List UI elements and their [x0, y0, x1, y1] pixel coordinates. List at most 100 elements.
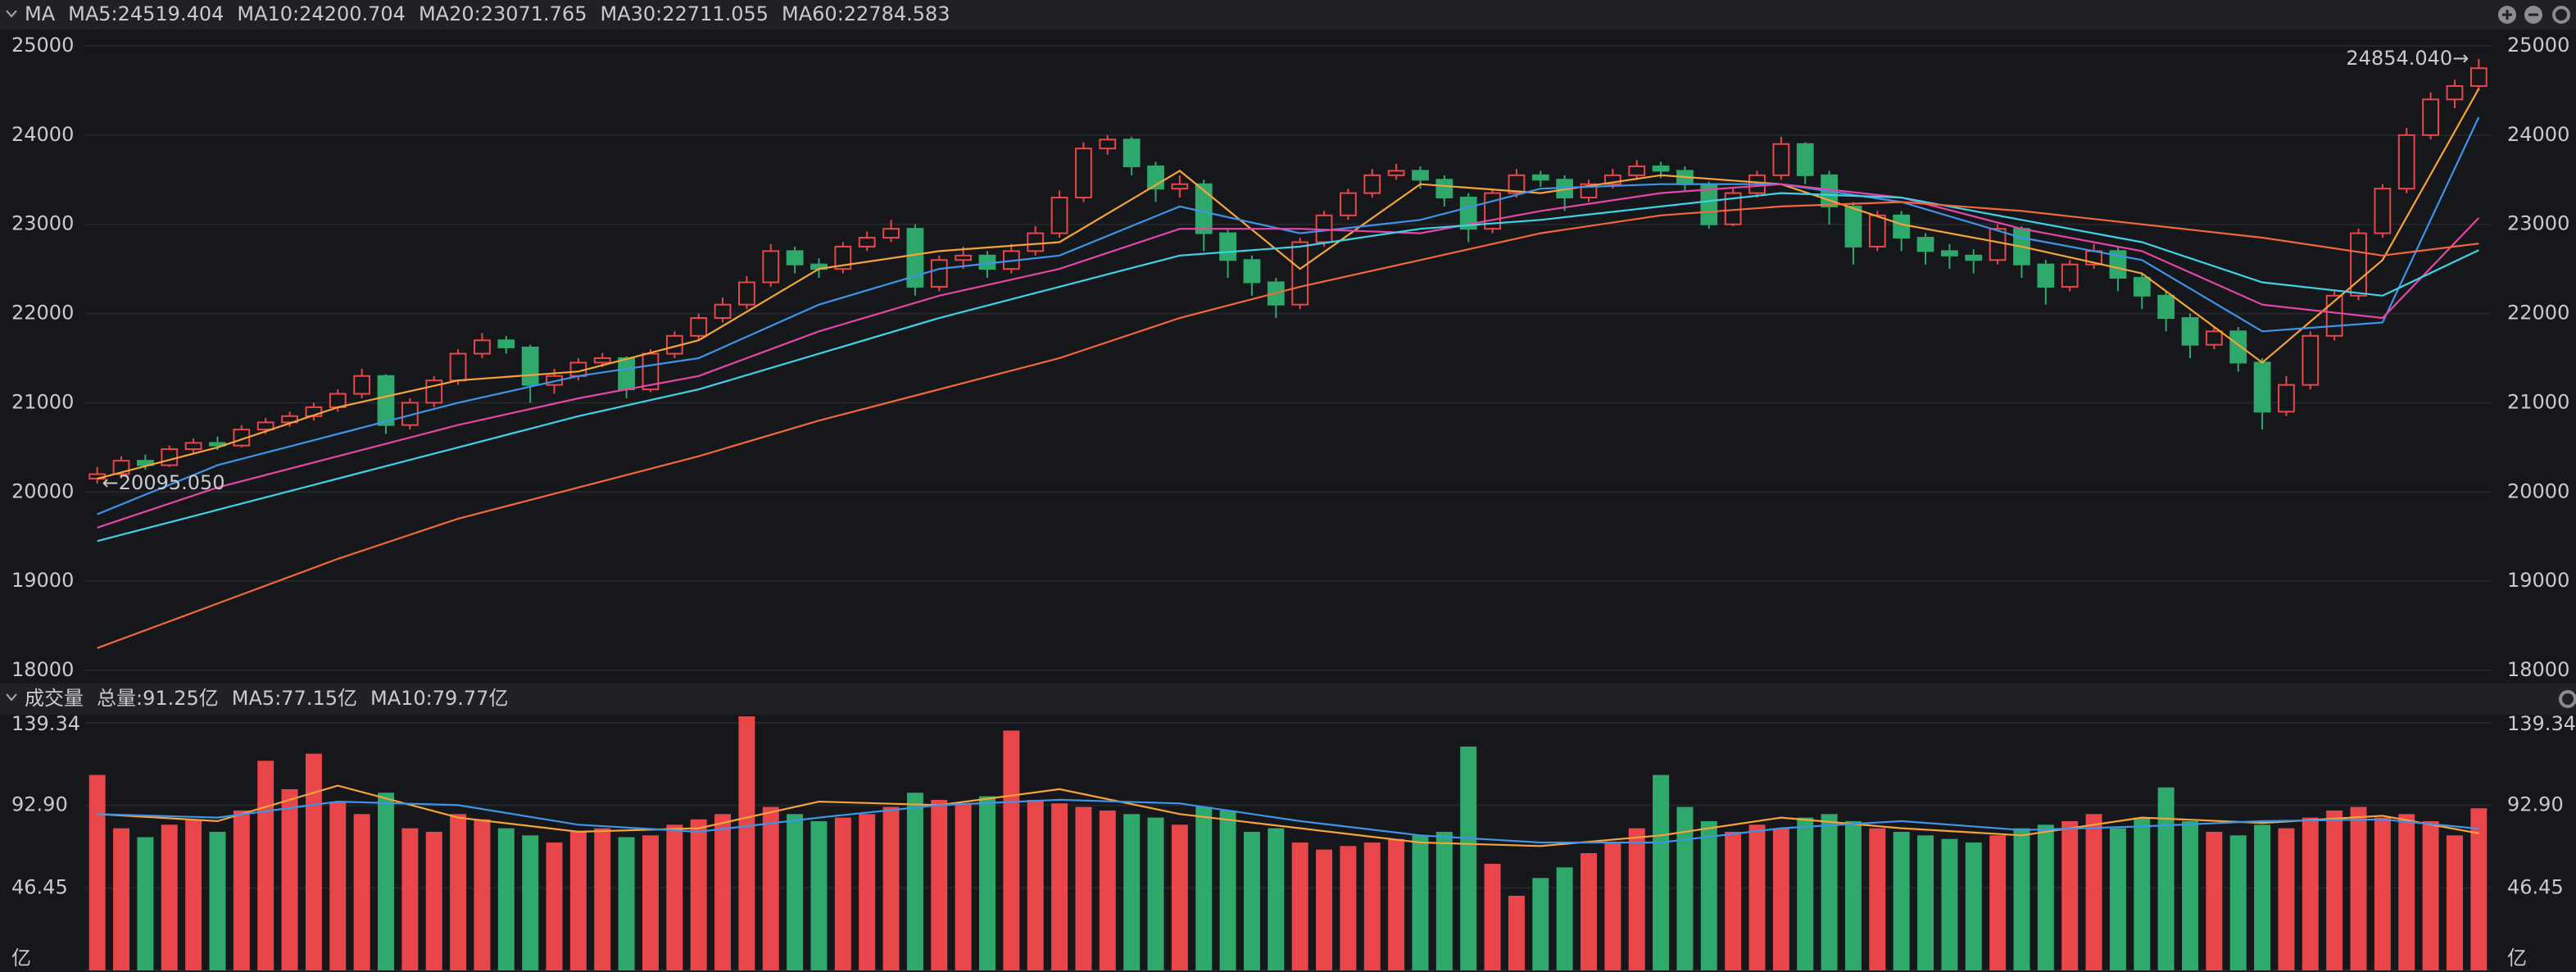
ma-line — [97, 784, 2479, 847]
volume-bar — [1989, 835, 2007, 970]
candle-body — [1363, 174, 1381, 194]
ma-line — [97, 183, 2480, 529]
volume-bar — [1340, 846, 1357, 970]
candle-body — [2374, 188, 2392, 234]
collapse-icon[interactable] — [6, 10, 17, 18]
settings-icon[interactable] — [2552, 6, 2570, 24]
volume-bar — [1460, 746, 1477, 970]
volume-bar — [1243, 831, 1260, 970]
volume-bar — [955, 803, 972, 970]
volume-bar — [257, 761, 274, 970]
candle-body — [449, 352, 467, 382]
candle-body — [738, 281, 755, 306]
volume-bar — [1532, 878, 1549, 970]
candle-body — [2253, 361, 2271, 413]
volume-bar — [1051, 803, 1068, 970]
candle-body — [593, 357, 611, 364]
candle-body — [137, 460, 154, 466]
candle-body — [1844, 205, 1862, 248]
candle-body — [1412, 170, 1429, 181]
volume-bar — [2134, 817, 2151, 970]
legend-entry: MA10:24200.704 — [237, 2, 406, 25]
candle-body — [2133, 277, 2151, 297]
volume-bar — [1363, 842, 1381, 970]
volume-bar — [569, 831, 587, 970]
candle-body — [1075, 148, 1092, 199]
candle-body — [1243, 259, 1261, 284]
volume-bar — [859, 814, 876, 970]
chart-title: MA — [25, 2, 56, 25]
legend-entry: MA5:77.15亿 — [232, 687, 357, 710]
candle-body — [1122, 139, 1141, 167]
volume-bar — [2182, 820, 2198, 970]
volume-bar — [738, 716, 755, 970]
volume-bar — [1099, 810, 1116, 970]
volume-bar — [2278, 828, 2295, 970]
candle-body — [2469, 67, 2488, 87]
candle-body — [1459, 197, 1477, 230]
candle-body — [1652, 165, 1670, 172]
y-tick-label: 25000 — [11, 34, 74, 57]
volume-bar — [1123, 814, 1141, 970]
volume-bar — [1725, 831, 1742, 970]
candle-body — [1340, 192, 1357, 216]
legend-entry: MA10:79.77亿 — [370, 687, 508, 710]
y-tick-label: 亿 — [2507, 947, 2527, 970]
candle-body — [2109, 250, 2127, 279]
y-tick-label: 19000 — [11, 569, 74, 592]
y-tick-label: 139.34 — [2507, 712, 2576, 735]
candle-body — [1965, 254, 1983, 261]
volume-bar — [161, 824, 178, 970]
volume-bar — [1797, 817, 1814, 970]
volume-bar — [931, 799, 948, 970]
candle-body — [1603, 174, 1621, 185]
y-tick-label: 20000 — [2507, 479, 2569, 502]
volume-bar — [762, 806, 779, 970]
volume-bar — [1388, 838, 1405, 970]
volume-bar — [1628, 828, 1645, 970]
candle-body — [1508, 174, 1526, 194]
candle-body — [882, 228, 900, 239]
volume-bar — [329, 802, 347, 970]
volume-bar — [810, 820, 828, 970]
candle-body — [1941, 250, 1958, 257]
settings-icon[interactable] — [2559, 690, 2576, 708]
candle-body — [2446, 84, 2464, 101]
volume-bar — [1508, 895, 1525, 970]
volume-bar — [1147, 817, 1164, 970]
ma-line — [97, 88, 2480, 480]
volume-bar — [1821, 814, 1838, 970]
volume-bar — [1316, 849, 1333, 970]
y-tick-label: 46.45 — [11, 875, 68, 898]
y-tick-label: 18000 — [2507, 658, 2569, 681]
volume-bar — [2326, 810, 2343, 970]
low-annotation: ←20095.050 — [102, 471, 225, 494]
volume-bar — [401, 828, 419, 970]
volume-bar — [1219, 810, 1236, 970]
candle-body — [521, 346, 539, 386]
volume-header — [0, 684, 2576, 715]
volume-bar — [1581, 852, 1597, 970]
volume-bar — [2302, 817, 2319, 970]
candle-body — [2397, 134, 2415, 190]
ma-line — [97, 192, 2479, 543]
y-tick-label: 18000 — [11, 658, 74, 681]
ma-line — [97, 201, 2479, 649]
volume-bar — [137, 837, 154, 970]
volume-bar — [2109, 828, 2126, 970]
volume-bar — [2229, 835, 2247, 970]
candle-body — [1796, 143, 1814, 176]
volume-bar — [666, 824, 683, 970]
volume-bar — [546, 842, 563, 970]
candle-body — [906, 228, 924, 288]
total-volume: 总量:91.25亿 — [97, 687, 219, 710]
volume-bar — [425, 831, 442, 970]
candle-body — [1435, 179, 1454, 199]
candle-body — [1171, 183, 1189, 190]
volume-bar — [113, 828, 130, 970]
candle-body — [762, 250, 780, 284]
legend-entry: MA60:22784.583 — [782, 2, 950, 25]
collapse-icon[interactable] — [6, 693, 17, 702]
candle-body — [834, 245, 852, 270]
volume-bar — [642, 835, 659, 970]
